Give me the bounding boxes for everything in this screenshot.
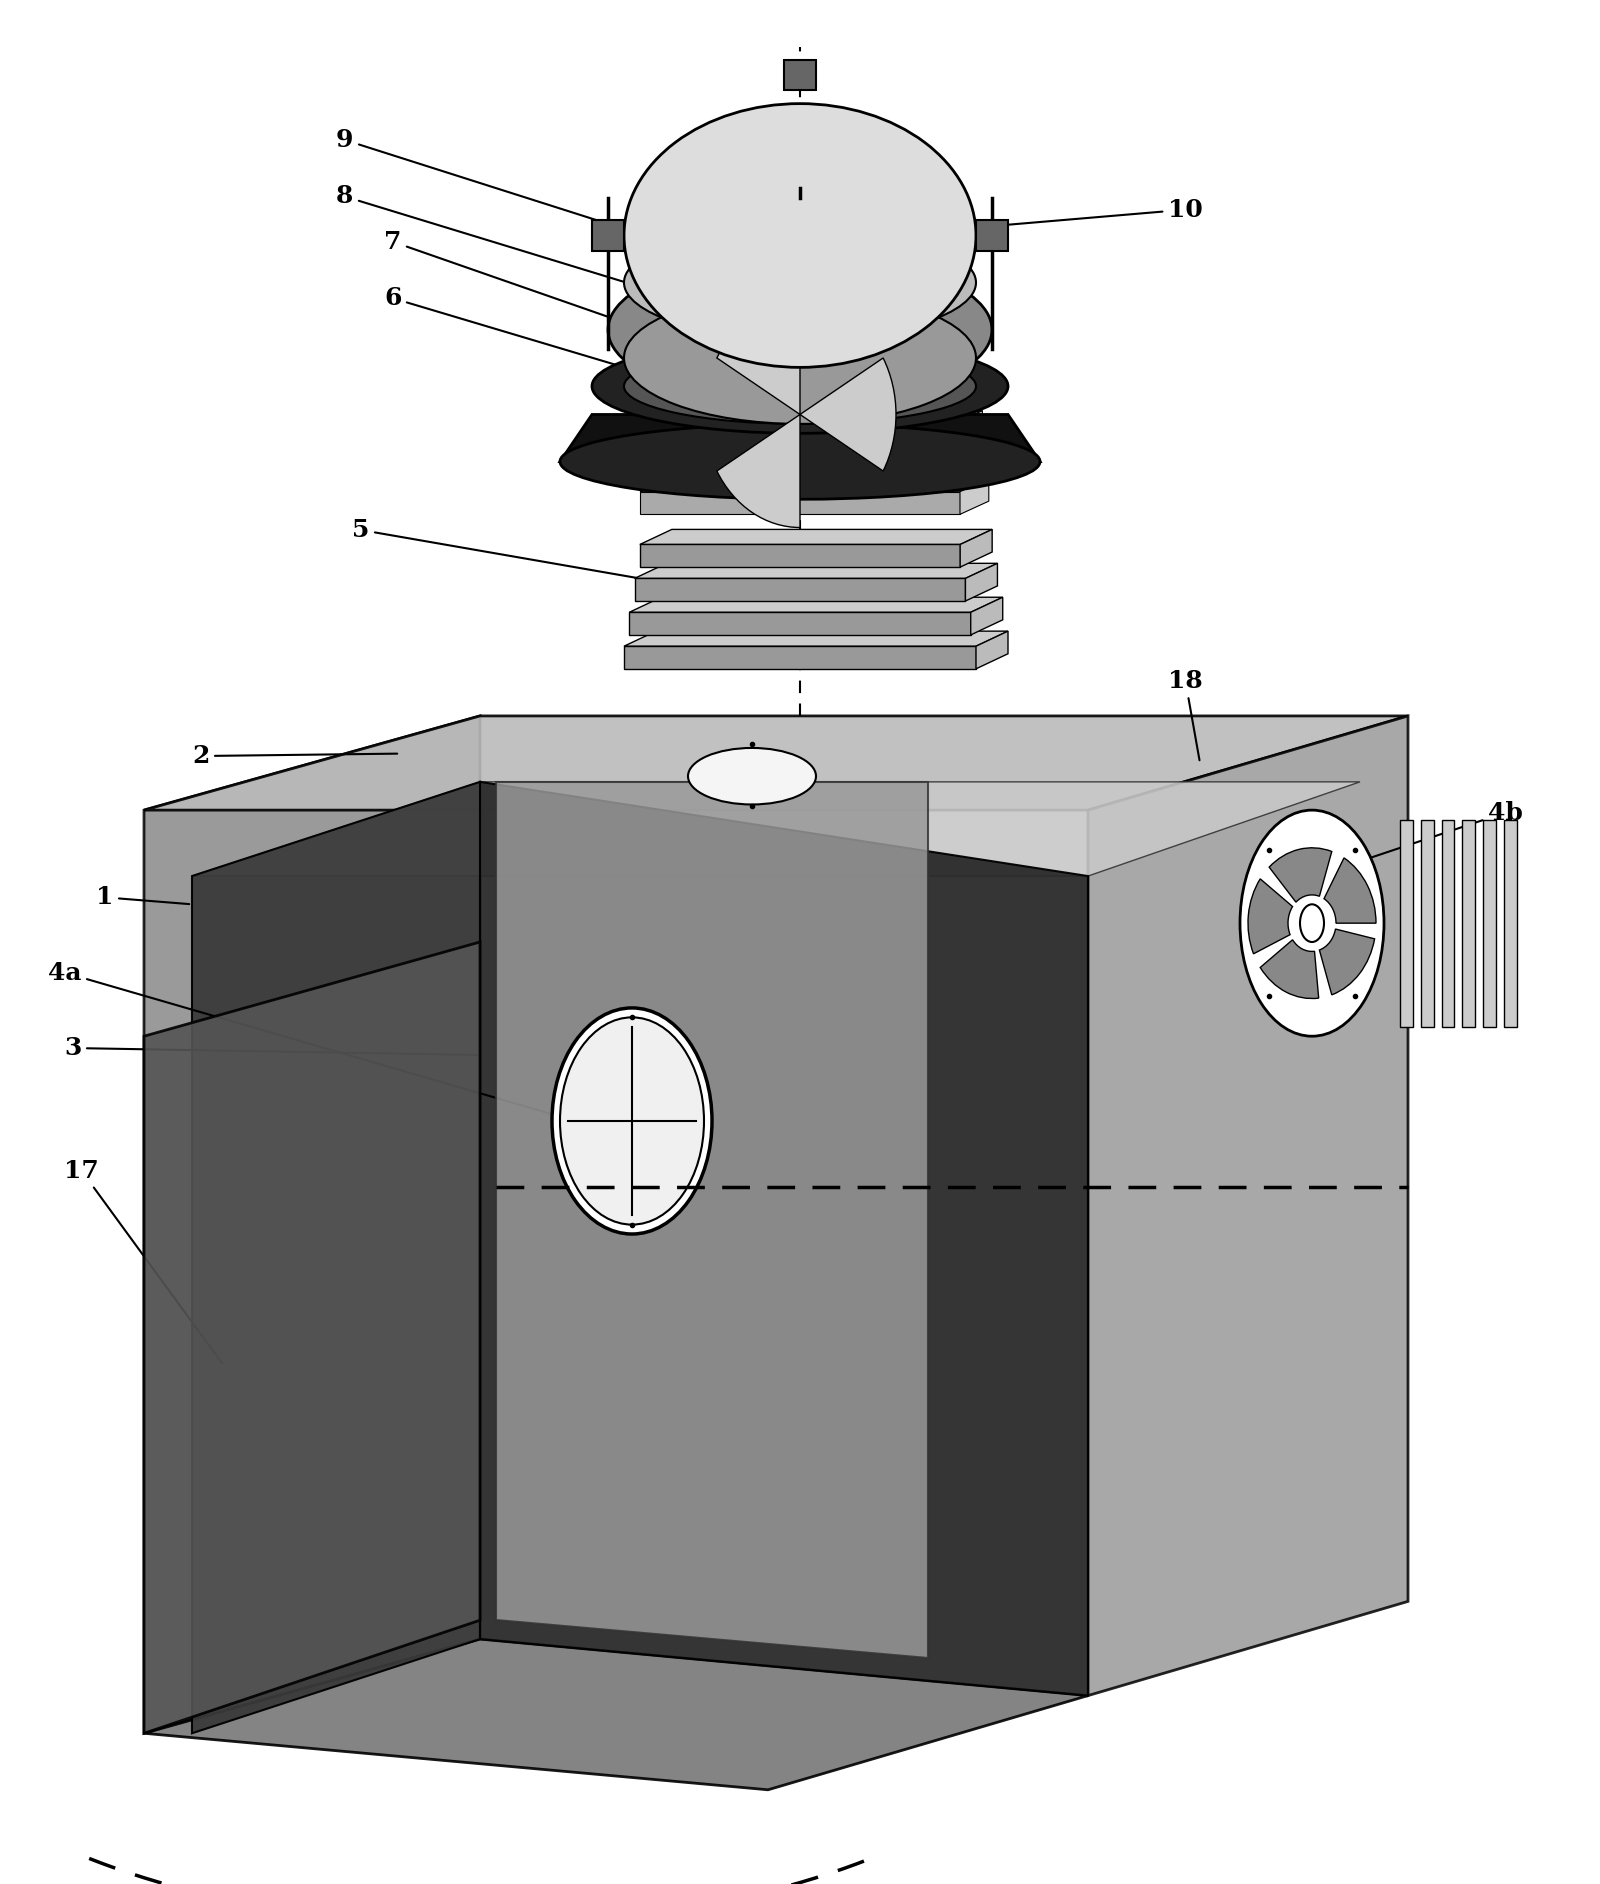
Wedge shape xyxy=(800,358,896,471)
Wedge shape xyxy=(717,414,800,528)
Polygon shape xyxy=(635,563,997,578)
Text: 5: 5 xyxy=(352,518,669,584)
FancyBboxPatch shape xyxy=(784,60,816,90)
Ellipse shape xyxy=(560,424,1040,499)
Ellipse shape xyxy=(592,339,1008,433)
Wedge shape xyxy=(1248,878,1293,953)
Polygon shape xyxy=(960,529,992,567)
Text: 10: 10 xyxy=(995,198,1203,226)
Polygon shape xyxy=(643,445,986,458)
Text: 4b: 4b xyxy=(1347,801,1523,867)
Ellipse shape xyxy=(1240,810,1384,1036)
FancyBboxPatch shape xyxy=(624,646,976,669)
Text: 2: 2 xyxy=(192,744,397,769)
FancyBboxPatch shape xyxy=(592,220,624,251)
Wedge shape xyxy=(1269,848,1331,902)
FancyBboxPatch shape xyxy=(1504,820,1517,1027)
Polygon shape xyxy=(144,716,480,1733)
FancyBboxPatch shape xyxy=(1483,820,1496,1027)
Polygon shape xyxy=(144,716,1408,810)
FancyBboxPatch shape xyxy=(1462,820,1475,1027)
FancyBboxPatch shape xyxy=(1421,820,1434,1027)
Text: 3: 3 xyxy=(64,1036,477,1061)
Wedge shape xyxy=(1323,857,1376,923)
Polygon shape xyxy=(971,597,1003,635)
Polygon shape xyxy=(640,479,989,492)
FancyBboxPatch shape xyxy=(650,390,950,413)
Polygon shape xyxy=(957,445,986,480)
FancyBboxPatch shape xyxy=(646,424,954,447)
Polygon shape xyxy=(646,411,982,424)
Polygon shape xyxy=(629,597,1003,612)
Polygon shape xyxy=(560,414,1040,462)
Text: 9: 9 xyxy=(336,128,701,254)
Polygon shape xyxy=(496,782,928,1658)
Text: 18: 18 xyxy=(1168,669,1203,761)
Text: 8: 8 xyxy=(336,185,685,301)
Wedge shape xyxy=(1320,929,1374,995)
Polygon shape xyxy=(624,631,1008,646)
Ellipse shape xyxy=(624,226,976,339)
FancyBboxPatch shape xyxy=(629,612,971,635)
Ellipse shape xyxy=(688,748,816,804)
Polygon shape xyxy=(976,631,1008,669)
FancyBboxPatch shape xyxy=(1400,820,1413,1027)
FancyBboxPatch shape xyxy=(640,544,960,567)
Ellipse shape xyxy=(1299,904,1325,942)
Wedge shape xyxy=(717,301,800,414)
Ellipse shape xyxy=(624,104,976,367)
Polygon shape xyxy=(144,942,480,1733)
Text: 1: 1 xyxy=(96,885,189,910)
Ellipse shape xyxy=(552,1008,712,1234)
Wedge shape xyxy=(1261,940,1318,999)
Text: 17: 17 xyxy=(64,1159,222,1364)
Polygon shape xyxy=(960,479,989,514)
Ellipse shape xyxy=(624,292,976,424)
Ellipse shape xyxy=(560,1017,704,1225)
Ellipse shape xyxy=(608,254,992,405)
Polygon shape xyxy=(954,411,982,447)
Text: 7: 7 xyxy=(384,230,669,339)
Polygon shape xyxy=(192,782,1360,876)
Polygon shape xyxy=(144,1639,1088,1790)
Text: 6: 6 xyxy=(384,286,653,377)
FancyBboxPatch shape xyxy=(635,578,965,601)
Polygon shape xyxy=(650,377,979,390)
FancyBboxPatch shape xyxy=(976,220,1008,251)
Ellipse shape xyxy=(624,349,976,424)
Polygon shape xyxy=(950,377,979,413)
FancyBboxPatch shape xyxy=(643,458,957,480)
Polygon shape xyxy=(640,529,992,544)
Text: 4a: 4a xyxy=(48,961,605,1130)
Polygon shape xyxy=(1088,716,1408,1696)
Polygon shape xyxy=(965,563,997,601)
Polygon shape xyxy=(480,782,1088,1696)
FancyBboxPatch shape xyxy=(640,492,960,514)
FancyBboxPatch shape xyxy=(1442,820,1454,1027)
Polygon shape xyxy=(192,782,480,1733)
